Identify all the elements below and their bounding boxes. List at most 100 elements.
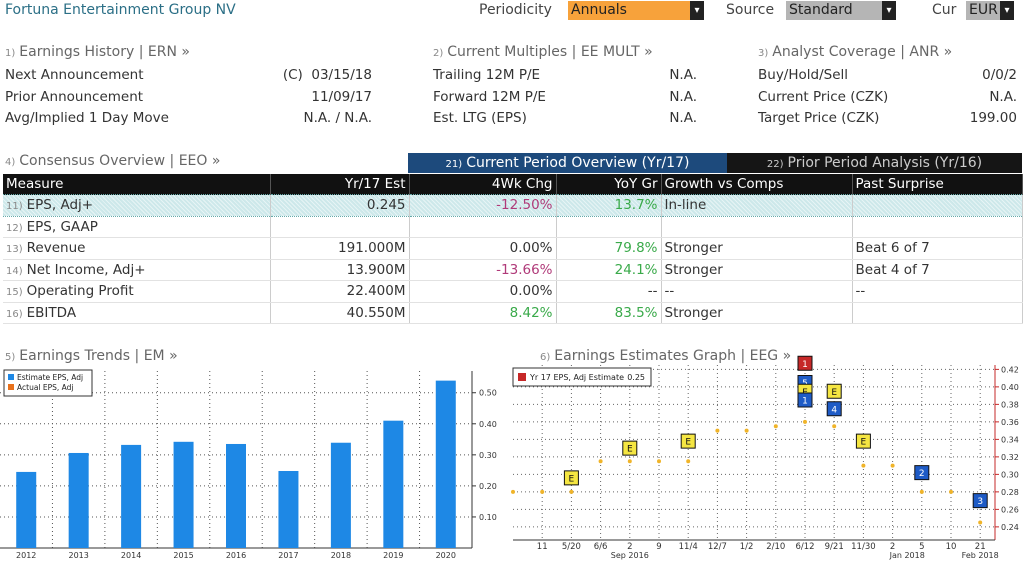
row-label: Avg/Implied 1 Day Move bbox=[5, 110, 169, 126]
table-cell: 14) Net Income, Adj+ bbox=[3, 259, 271, 281]
table-cell: 0.00% bbox=[409, 280, 557, 303]
annotation-box bbox=[622, 440, 638, 456]
earnings-trends-chart: 5) Earnings Trends | EM » 0.10 0.20 0.30 0.40… bbox=[0, 348, 497, 560]
point bbox=[949, 489, 953, 494]
earnings-estimates-chart: 6) Earnings Estimates Graph | EEG » 0.24 0.… bbox=[511, 348, 1019, 560]
table-cell: 13.7% bbox=[556, 194, 662, 217]
x-tick-label: 12/7 bbox=[708, 542, 727, 552]
legend-label: Yr 17 EPS, Adj Estimate bbox=[529, 373, 624, 382]
row-number: 13) bbox=[6, 244, 23, 256]
row-value: 0/0/2 bbox=[982, 67, 1017, 83]
annotation-box bbox=[855, 433, 871, 449]
cell-text: -- bbox=[855, 283, 866, 300]
cell-text: Operating Profit bbox=[26, 283, 134, 300]
annotation-box bbox=[972, 493, 988, 509]
table-cell: 22.400M bbox=[270, 280, 410, 303]
table-cell: 40.550M bbox=[270, 302, 410, 324]
cell-text: 79.8% bbox=[614, 240, 658, 257]
cell-text: Net Income, Adj+ bbox=[26, 261, 146, 278]
panel-number: 1) bbox=[5, 48, 16, 59]
table-row[interactable]: 12) EPS, GAAP bbox=[3, 216, 1023, 238]
table-cell: 15) Operating Profit bbox=[3, 280, 271, 303]
row-label: Prior Announcement bbox=[5, 88, 144, 105]
cell-text: 22.400M bbox=[346, 283, 406, 300]
x-tick-label: 2020 bbox=[436, 551, 456, 560]
annotation-label: E bbox=[685, 438, 691, 448]
table-cell bbox=[852, 194, 1023, 217]
cell-text: Stronger bbox=[664, 261, 723, 278]
panel-title[interactable]: 2) Current Multiples | EE MULT » bbox=[433, 44, 653, 60]
x-tick-label: 9 bbox=[656, 542, 661, 552]
column-header: 4Wk Chg bbox=[409, 174, 557, 195]
table-cell bbox=[270, 216, 410, 238]
x-tick-label: 10 bbox=[946, 542, 957, 552]
table-cell: 191.000M bbox=[270, 237, 410, 260]
table-cell: 8.42% bbox=[409, 302, 557, 324]
legend-label: Estimate EPS, Adj bbox=[17, 373, 83, 382]
point bbox=[511, 489, 515, 494]
table-cell: 13.900M bbox=[270, 259, 410, 281]
point bbox=[657, 459, 661, 464]
x-tick-label: 11/30 bbox=[851, 542, 876, 552]
table-cell: 11) EPS, Adj+ bbox=[3, 194, 271, 217]
bar bbox=[173, 441, 194, 548]
tab-number: 21) bbox=[445, 159, 463, 170]
chart-number: 6) bbox=[540, 352, 550, 363]
control-label: Cur bbox=[932, 2, 957, 18]
security-title: Fortuna Entertainment Group NV bbox=[5, 2, 236, 18]
table-row[interactable]: 11) EPS, Adj+ 0.245 -12.50% 13.7% In-line bbox=[3, 194, 1023, 217]
table-cell: Stronger bbox=[661, 302, 853, 324]
panel-title[interactable]: 3) Analyst Coverage | ANR » bbox=[758, 44, 952, 60]
tab[interactable]: 22) Prior Period Analysis (Yr/16) bbox=[727, 153, 1022, 173]
x-tick-label: 2013 bbox=[68, 551, 88, 560]
column-header: Past Surprise bbox=[852, 174, 1023, 195]
legend-label: Actual EPS, Adj bbox=[17, 383, 74, 392]
panel-title[interactable]: 1) Earnings History | ERN » bbox=[5, 44, 190, 60]
table-cell bbox=[661, 216, 853, 238]
x-tick-label: 2/10 bbox=[766, 542, 785, 552]
tab[interactable]: 21) Current Period Overview (Yr/17) bbox=[408, 153, 727, 173]
table-cell: Beat 4 of 7 bbox=[852, 259, 1023, 281]
bar bbox=[68, 452, 89, 548]
annotation-box bbox=[563, 470, 579, 486]
section-title[interactable]: 4) Consensus Overview | EEO » bbox=[5, 153, 220, 169]
row-label: Forward 12M P/E bbox=[433, 88, 546, 105]
bar bbox=[330, 442, 351, 548]
x-tick-label: 2017 bbox=[278, 551, 298, 560]
legend-swatch bbox=[518, 373, 526, 381]
cell-text: 13.900M bbox=[346, 261, 406, 278]
table-row[interactable]: 16) EBITDA 40.550M 8.42% 83.5% Stronger bbox=[3, 302, 1023, 324]
table-row[interactable]: 14) Net Income, Adj+ 13.900M -13.66% 24.1% St… bbox=[3, 259, 1023, 281]
panel-row: Est. LTG (EPS) N.A. bbox=[433, 108, 697, 129]
panel-row: Target Price (CZK) 199.00 bbox=[758, 108, 1017, 129]
annotation-box bbox=[826, 401, 842, 417]
panel-number: 2) bbox=[433, 48, 444, 59]
row-label: Next Announcement bbox=[5, 67, 144, 83]
cell-text: Beat 6 of 7 bbox=[855, 240, 930, 257]
consensus-table: Measure Yr/17 Est 4Wk Chg YoY Gr Growth vs C… bbox=[3, 174, 1023, 324]
table-cell: 0.245 bbox=[270, 194, 410, 217]
panel-row: Prior Announcement 11/09/17 bbox=[5, 87, 372, 108]
point bbox=[773, 424, 778, 429]
row-number: 12) bbox=[6, 222, 23, 234]
table-cell bbox=[852, 302, 1023, 324]
table-cell: In-line bbox=[661, 194, 853, 217]
cell-text: -- bbox=[647, 283, 658, 300]
dropdown[interactable]: Standard bbox=[786, 1, 896, 20]
x-tick-label: 2018 bbox=[331, 551, 351, 560]
chart-label: Earnings Estimates Graph | EEG » bbox=[554, 348, 791, 364]
cell-text: 191.000M bbox=[338, 240, 406, 257]
tab-label: Prior Period Analysis (Yr/16) bbox=[787, 155, 983, 171]
table-row[interactable]: 13) Revenue 191.000M 0.00% 79.8% Stronger Beat… bbox=[3, 237, 1023, 260]
dropdown[interactable]: EUR bbox=[966, 1, 1014, 20]
y-tick-label: 0.32 bbox=[1001, 453, 1019, 462]
cell-text: 0.245 bbox=[366, 197, 406, 214]
point bbox=[686, 459, 691, 464]
table-row[interactable]: 15) Operating Profit 22.400M 0.00% -- -- -- bbox=[3, 280, 1023, 303]
dropdown[interactable]: Annuals bbox=[568, 1, 704, 20]
cell-text: 8.42% bbox=[509, 304, 553, 321]
panel-row: Avg/Implied 1 Day Move N.A. / N.A. bbox=[5, 108, 372, 129]
y-tick-label: 0.24 bbox=[1001, 523, 1019, 532]
row-label: Est. LTG (EPS) bbox=[433, 110, 527, 126]
